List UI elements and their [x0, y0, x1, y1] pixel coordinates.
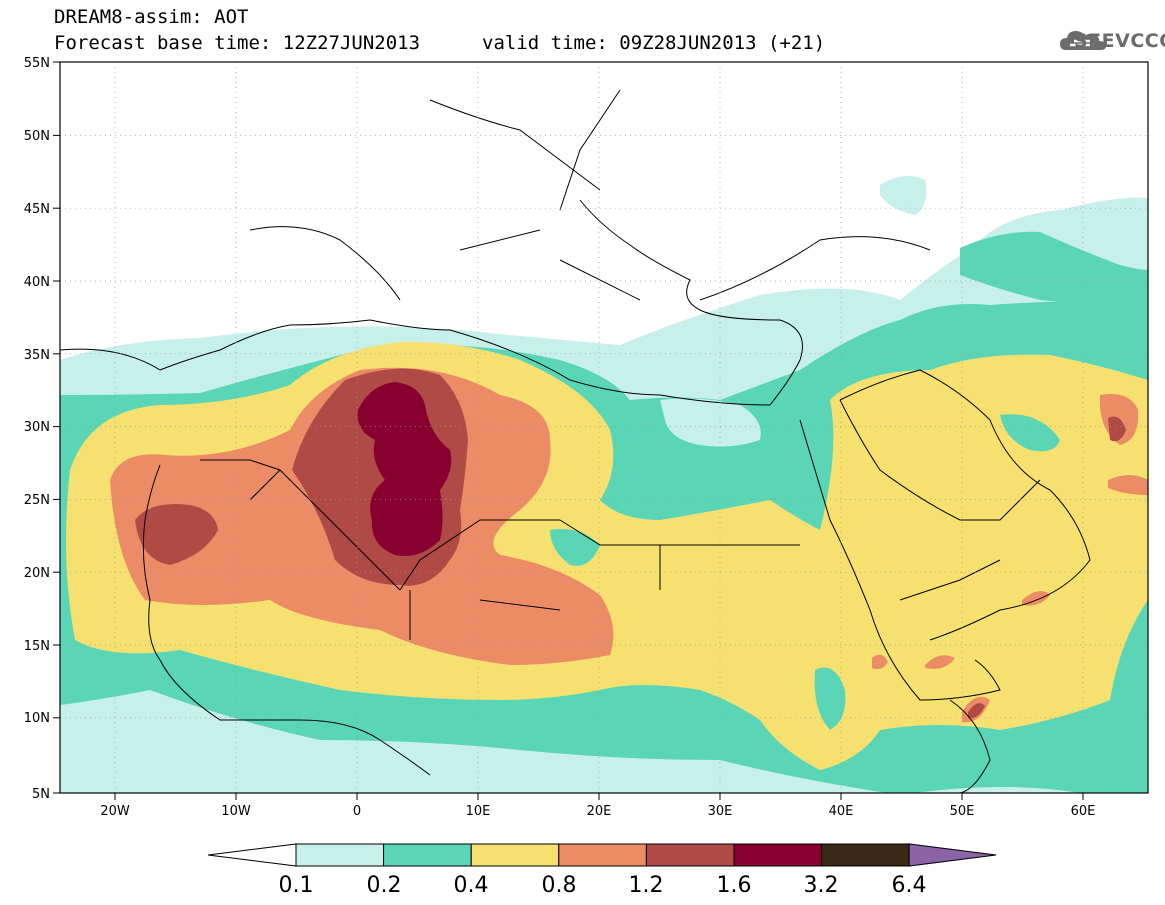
lon-label: 40E: [829, 804, 854, 819]
lon-label: 20W: [100, 804, 130, 819]
colorbar-labels: 0.1 0.2 0.4 0.8 1.2 1.6 3.2 6.4: [279, 873, 927, 898]
aot-blob-0.1-guinea: [60, 700, 780, 793]
lat-label: 55N: [24, 56, 50, 71]
aot-contours: [60, 62, 1148, 793]
lon-label: 20E: [587, 804, 612, 819]
colorbar-segment: [383, 843, 472, 867]
latitude-labels: 55N 50N 45N 40N 35N 30N 25N 20N 15N 10N …: [24, 56, 50, 802]
lon-label: 0: [353, 804, 361, 819]
map-title: DREAM8-assim: AOT: [54, 6, 249, 28]
lon-label: 60E: [1071, 804, 1096, 819]
colorbar-segment: [295, 843, 385, 867]
coastlines: [60, 89, 1091, 793]
logo-text: SEEVCCC: [1074, 30, 1165, 52]
colorbar-label: 0.4: [454, 873, 489, 898]
lon-label: 50E: [950, 804, 975, 819]
colorbar-segment: [733, 843, 823, 867]
lat-label: 25N: [24, 493, 50, 508]
lon-label: 10W: [221, 804, 251, 819]
lat-label: 45N: [24, 202, 50, 217]
lon-label: 10E: [466, 804, 491, 819]
colorbar-label: 3.2: [804, 873, 839, 898]
aot-blob-0.1-egypt: [660, 398, 761, 447]
lat-label: 30N: [24, 420, 50, 435]
colorbar-label: 1.2: [629, 873, 664, 898]
aot-blob-0.2-ethiopia: [814, 667, 846, 730]
valid-time: valid time: 09Z28JUN2013 (+21): [482, 32, 826, 54]
lat-label: 20N: [24, 566, 50, 581]
colorbar-segment: [645, 843, 735, 867]
colorbar-segment-lower: [207, 843, 297, 867]
aot-band-1.6: [357, 382, 452, 556]
aot-blob-0.8-yemen: [925, 655, 955, 669]
axis-ticks: [53, 61, 1084, 800]
longitude-labels: 20W 10W 0 10E 20E 30E 40E 50E 60E: [100, 804, 1095, 819]
colorbar-label: 1.6: [717, 873, 752, 898]
lat-label: 50N: [24, 129, 50, 144]
colorbar-segment: [821, 843, 910, 867]
lat-label: 10N: [24, 711, 50, 726]
colorbar-segment-upper: [908, 843, 997, 867]
aot-blob-1.2-iran: [1108, 416, 1126, 442]
graticule: [60, 62, 1148, 793]
aot-blob-0.8-eritrea: [872, 654, 888, 670]
aot-blob-0.1-north: [880, 176, 927, 215]
aot-blob-0.2-nile: [550, 529, 600, 566]
colorbar-segment: [470, 843, 560, 867]
aot-blob-0.8-gulf: [1108, 475, 1148, 495]
lat-label: 15N: [24, 639, 50, 654]
aot-blob-1.2-somalia: [968, 703, 985, 719]
colorbar-label: 0.8: [542, 873, 577, 898]
lat-label: 5N: [32, 787, 50, 802]
lat-label: 40N: [24, 275, 50, 290]
lon-label: 30E: [708, 804, 733, 819]
aot-blob-0.8-oman: [1022, 591, 1050, 606]
aot-blob-0.2-arabia: [1000, 414, 1060, 452]
colorbar-label: 0.2: [367, 873, 402, 898]
colorbar-label: 6.4: [892, 873, 927, 898]
cloud-icon: [1060, 31, 1106, 50]
forecast-base-time: Forecast base time: 12Z27JUN2013: [54, 32, 421, 54]
lat-label: 35N: [24, 348, 50, 363]
aot-blob-0.2-east: [960, 231, 1148, 303]
colorbar-segment: [558, 843, 647, 867]
colorbar: [207, 843, 997, 867]
map-frame: [59, 61, 1149, 794]
colorbar-label: 0.1: [279, 873, 314, 898]
aot-band-1.2: [135, 504, 218, 565]
